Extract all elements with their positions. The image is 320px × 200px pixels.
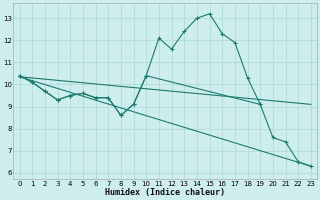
X-axis label: Humidex (Indice chaleur): Humidex (Indice chaleur) — [105, 188, 225, 197]
